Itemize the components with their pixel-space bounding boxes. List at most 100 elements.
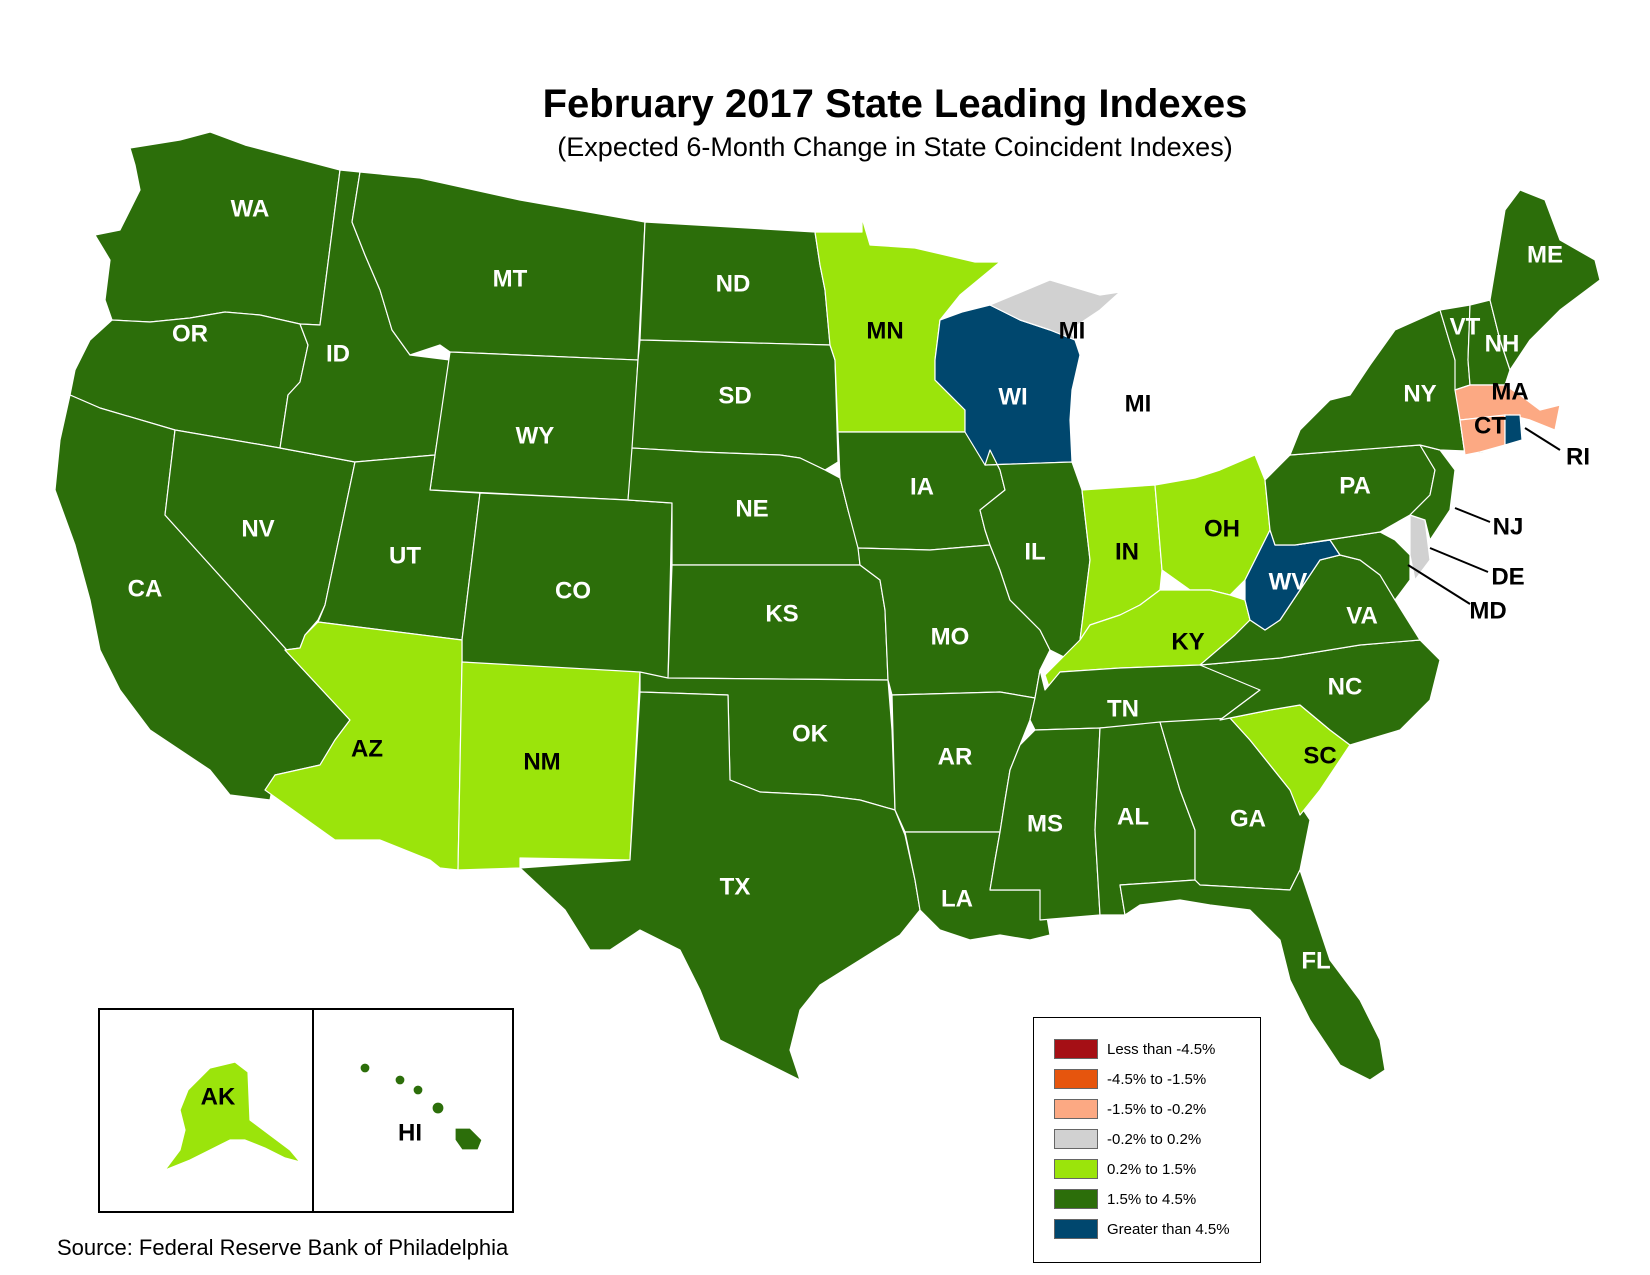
- label-MD: MD: [1469, 597, 1506, 624]
- label-MT: MT: [493, 265, 528, 292]
- state-RI[interactable]: [1504, 414, 1523, 446]
- leader-RI: [1524, 427, 1561, 451]
- leader-MD: [1407, 564, 1471, 605]
- label-MN: MN: [866, 317, 903, 344]
- label-MO: MO: [931, 623, 970, 650]
- inset-divider: [312, 1010, 314, 1211]
- map-title: February 2017 State Leading Indexes: [542, 82, 1248, 126]
- state-HI-island-4: [431, 1101, 445, 1115]
- label-GA: GA: [1230, 805, 1266, 832]
- state-labels: WA OR CA NV ID MT WY UT CO AZ NM ND SD N…: [128, 195, 1590, 1146]
- legend-label: Greater than 4.5%: [1107, 1220, 1230, 1238]
- legend-item: 1.5% to 4.5%: [1054, 1188, 1196, 1210]
- label-FL: FL: [1301, 947, 1330, 974]
- label-VA: VA: [1346, 602, 1378, 629]
- label-OR: OR: [172, 320, 208, 347]
- state-MT[interactable]: [351, 171, 646, 361]
- state-CT[interactable]: [1459, 414, 1506, 456]
- leader-NJ: [1454, 507, 1491, 523]
- legend-swatch: [1054, 1159, 1098, 1179]
- label-ND: ND: [716, 270, 751, 297]
- state-HI[interactable]: [454, 1127, 483, 1151]
- label-AZ: AZ: [351, 735, 383, 762]
- label-UT: UT: [389, 542, 421, 569]
- label-CA: CA: [128, 575, 163, 602]
- legend-item: 0.2% to 1.5%: [1054, 1158, 1196, 1180]
- legend-label: -4.5% to -1.5%: [1107, 1070, 1207, 1088]
- state-MD[interactable]: [1294, 531, 1411, 601]
- label-MI-upper: MI: [1059, 317, 1086, 344]
- label-LA: LA: [941, 885, 973, 912]
- label-SD: SD: [718, 382, 751, 409]
- state-WA[interactable]: [94, 131, 341, 326]
- legend-swatch: [1054, 1219, 1098, 1239]
- label-ID: ID: [326, 340, 350, 367]
- legend-label: 1.5% to 4.5%: [1107, 1190, 1197, 1208]
- label-WI: WI: [998, 383, 1027, 410]
- label-NM: NM: [523, 748, 560, 775]
- legend-label: -0.2% to 0.2%: [1107, 1130, 1202, 1148]
- legend-swatch: [1054, 1129, 1098, 1149]
- label-AL: AL: [1117, 803, 1149, 830]
- source-note: Source: Federal Reserve Bank of Philadel…: [57, 1235, 509, 1260]
- state-ME[interactable]: [1489, 189, 1601, 371]
- label-MI-lower: MI: [1125, 390, 1152, 417]
- legend-swatch: [1054, 1069, 1098, 1089]
- label-IN: IN: [1115, 538, 1139, 565]
- alaska-hawaii-inset-box: [98, 1008, 514, 1213]
- label-NC: NC: [1328, 673, 1363, 700]
- leader-DE: [1429, 547, 1489, 573]
- map-subtitle: (Expected 6-Month Change in State Coinci…: [557, 132, 1233, 162]
- label-VT: VT: [1450, 313, 1481, 340]
- label-ME: ME: [1527, 241, 1563, 268]
- legend-item: -1.5% to -0.2%: [1054, 1098, 1206, 1120]
- label-TX: TX: [720, 873, 751, 900]
- label-SC: SC: [1303, 742, 1336, 769]
- legend-swatch: [1054, 1099, 1098, 1119]
- state-FL[interactable]: [1119, 869, 1386, 1081]
- label-PA: PA: [1339, 472, 1371, 499]
- label-NJ: NJ: [1493, 513, 1524, 540]
- label-WV: WV: [1269, 568, 1308, 595]
- label-AK: AK: [201, 1083, 236, 1110]
- label-MS: MS: [1027, 810, 1063, 837]
- state-TX[interactable]: [519, 691, 921, 1081]
- state-HI-island-1: [359, 1062, 371, 1074]
- legend-label: Less than -4.5%: [1107, 1040, 1216, 1058]
- state-NJ[interactable]: [1409, 444, 1456, 541]
- label-OK: OK: [792, 720, 829, 747]
- legend-item: Less than -4.5%: [1054, 1038, 1215, 1060]
- label-KS: KS: [765, 600, 798, 627]
- label-MA: MA: [1491, 378, 1528, 405]
- label-RI: RI: [1566, 443, 1590, 470]
- label-DE: DE: [1491, 563, 1524, 590]
- legend-item: -4.5% to -1.5%: [1054, 1068, 1206, 1090]
- label-NV: NV: [241, 515, 274, 542]
- label-IA: IA: [910, 473, 934, 500]
- state-HI-island-2: [394, 1074, 406, 1086]
- label-OH: OH: [1204, 515, 1240, 542]
- state-MI[interactable]: [989, 279, 1121, 341]
- state-AK[interactable]: [164, 1061, 301, 1171]
- legend-item: Greater than 4.5%: [1054, 1218, 1230, 1240]
- state-HI-island-3: [412, 1084, 424, 1096]
- label-TN: TN: [1107, 695, 1139, 722]
- label-IL: IL: [1024, 538, 1045, 565]
- label-CO: CO: [555, 577, 591, 604]
- label-NH: NH: [1485, 330, 1520, 357]
- legend: Less than -4.5% -4.5% to -1.5% -1.5% to …: [1033, 1017, 1261, 1263]
- label-CT: CT: [1474, 412, 1506, 439]
- legend-swatch: [1054, 1039, 1098, 1059]
- label-NE: NE: [735, 495, 768, 522]
- label-KY: KY: [1171, 628, 1204, 655]
- label-HI: HI: [398, 1119, 422, 1146]
- label-WY: WY: [516, 422, 555, 449]
- legend-label: -1.5% to -0.2%: [1107, 1100, 1207, 1118]
- legend-item: -0.2% to 0.2%: [1054, 1128, 1201, 1150]
- legend-label: 0.2% to 1.5%: [1107, 1160, 1197, 1178]
- label-NY: NY: [1403, 380, 1436, 407]
- legend-swatch: [1054, 1189, 1098, 1209]
- label-AR: AR: [938, 743, 973, 770]
- label-WA: WA: [231, 195, 270, 222]
